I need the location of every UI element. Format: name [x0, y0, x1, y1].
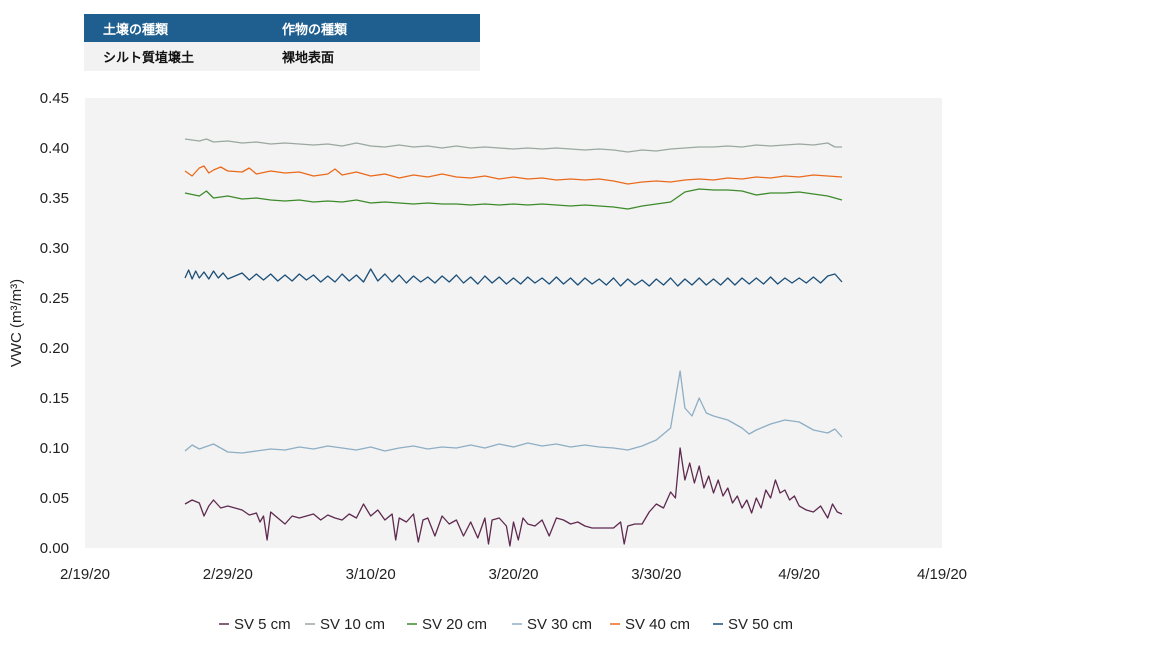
soil-type-value: シルト質埴壌土 [84, 42, 263, 71]
y-tick-label: 0.45 [40, 90, 69, 107]
series-line-sv-5-cm [184, 447, 843, 547]
y-tick-label: 0.20 [40, 340, 69, 357]
series-line-sv-40-cm [184, 165, 843, 185]
series-line-sv-10-cm [184, 138, 842, 153]
legend-label: SV 50 cm [728, 616, 793, 633]
x-tick-label: 4/9/20 [778, 566, 820, 583]
plot-area [85, 98, 942, 548]
x-tick-label: 2/19/20 [60, 566, 110, 583]
x-axis-ticks: 2/19/20 2/29/20 3/10/20 3/20/20 3/30/20 4/9/2… [60, 566, 967, 583]
info-table-value-row: シルト質埴壌土 裸地表面 [84, 42, 480, 71]
y-tick-label: 0.15 [40, 390, 69, 407]
soil-type-header: 土壌の種類 [84, 14, 263, 42]
series-line-sv-50-cm [184, 268, 843, 287]
x-tick-label: 3/10/20 [346, 566, 396, 583]
x-tick-label: 3/20/20 [488, 566, 538, 583]
y-axis-ticks: 0.00 0.05 0.10 0.15 0.20 0.25 0.30 0.35 0.40 0.45 [40, 90, 69, 557]
x-tick-label: 3/30/20 [631, 566, 681, 583]
legend-label: SV 20 cm [422, 616, 487, 633]
legend-label: SV 5 cm [234, 616, 291, 633]
y-tick-label: 0.40 [40, 140, 69, 157]
y-tick-label: 0.30 [40, 240, 69, 257]
crop-type-value: 裸地表面 [263, 42, 480, 71]
info-table-header-row: 土壌の種類 作物の種類 [84, 14, 480, 42]
legend-label: SV 40 cm [625, 616, 690, 633]
y-tick-label: 0.05 [40, 490, 69, 507]
y-tick-label: 0.25 [40, 290, 69, 307]
soil-info-table: 土壌の種類 作物の種類 シルト質埴壌土 裸地表面 [84, 14, 480, 71]
x-tick-label: 2/29/20 [203, 566, 253, 583]
series-lines [184, 138, 843, 547]
legend-label: SV 30 cm [527, 616, 592, 633]
x-tick-label: 4/19/20 [917, 566, 967, 583]
series-line-sv-20-cm [184, 188, 843, 210]
series-line-sv-30-cm [184, 370, 843, 454]
y-tick-label: 0.35 [40, 190, 69, 207]
crop-type-header: 作物の種類 [263, 14, 480, 42]
legend: SV 5 cm SV 10 cm SV 20 cm SV 30 cm SV 40 cm S… [219, 616, 793, 633]
legend-label: SV 10 cm [320, 616, 385, 633]
y-tick-label: 0.00 [40, 540, 69, 557]
y-tick-label: 0.10 [40, 440, 69, 457]
y-axis-title: VWC (m³/m³) [8, 279, 25, 367]
